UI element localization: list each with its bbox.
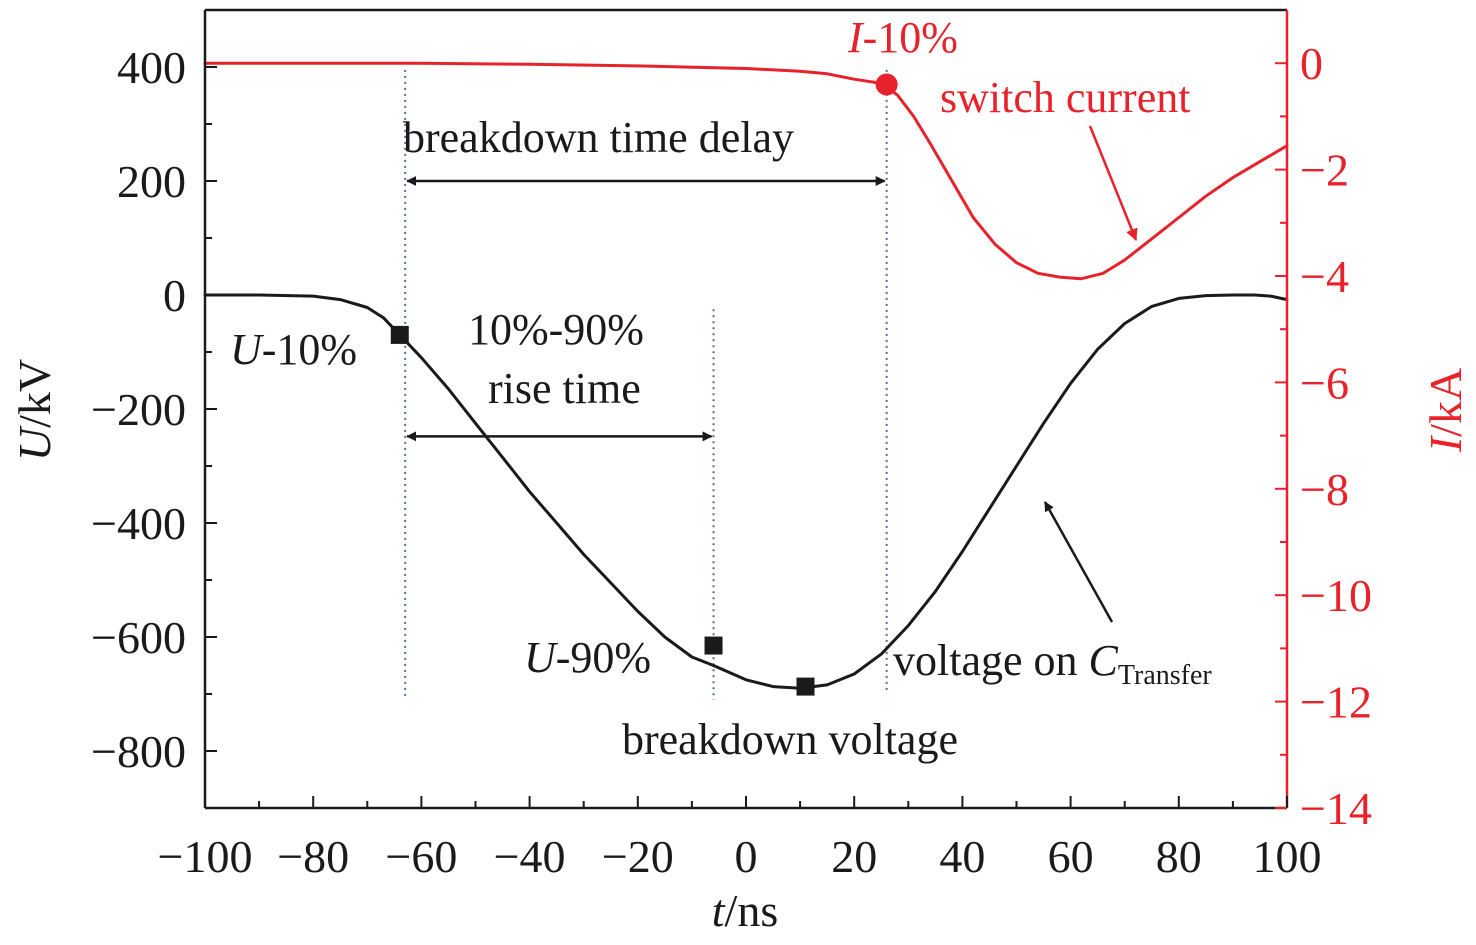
x-axis-label: t/ns bbox=[712, 885, 778, 936]
x-tick-labels: −100 −80 −60 −40 −20 0 20 40 60 80 100 bbox=[158, 831, 1322, 882]
voltage-series-line bbox=[203, 293, 1289, 690]
y-right-tick-label: 0 bbox=[1300, 38, 1323, 89]
marker-u-90-percent bbox=[704, 636, 723, 655]
x-tick-label: −100 bbox=[158, 831, 253, 882]
x-tick-label: −20 bbox=[602, 831, 674, 882]
y-right-tick-labels: 0 −2 −4 −6 −8 −10 −12 −14 bbox=[1300, 38, 1372, 834]
x-tick-label: 40 bbox=[939, 831, 985, 882]
current-series-line bbox=[203, 61, 1289, 281]
x-tick-label: 100 bbox=[1253, 831, 1322, 882]
y-right-tick-label: −4 bbox=[1300, 251, 1349, 302]
annotation-i-10-percent: I-10% bbox=[847, 13, 958, 62]
marker-breakdown-voltage bbox=[796, 677, 815, 696]
y-left-tick-label: 400 bbox=[117, 42, 186, 93]
annotation-u-90-percent: U-90% bbox=[524, 633, 651, 682]
annotation-u-10-percent: U-10% bbox=[230, 325, 357, 374]
annotation-breakdown-voltage: breakdown voltage bbox=[622, 715, 958, 764]
x-tick-label: 60 bbox=[1048, 831, 1094, 882]
y-right-tick-label: −6 bbox=[1300, 357, 1349, 408]
guide-lines bbox=[404, 69, 888, 700]
y-right-tick-label: −14 bbox=[1300, 783, 1372, 834]
y-left-tick-label: −200 bbox=[91, 384, 186, 435]
annotation-rise-time-line2: rise time bbox=[488, 364, 641, 413]
x-tick-label: −80 bbox=[277, 831, 349, 882]
x-tick-label: −60 bbox=[385, 831, 457, 882]
annotation-breakdown-time-delay: breakdown time delay bbox=[403, 113, 794, 162]
plot-area bbox=[203, 61, 1289, 696]
x-tick-label: 0 bbox=[735, 831, 758, 882]
y-right-tick-label: −2 bbox=[1300, 145, 1349, 196]
x-tick-label: 20 bbox=[831, 831, 877, 882]
marker-u-10-percent bbox=[390, 325, 409, 344]
annotation-rise-time-line1: 10%-90% bbox=[468, 305, 644, 354]
y-right-tick-label: −12 bbox=[1300, 677, 1372, 728]
axes-frame bbox=[203, 8, 1289, 810]
annotation-voltage-on-ctransfer: voltage on CTransfer bbox=[893, 636, 1212, 691]
y-left-tick-label: 200 bbox=[117, 156, 186, 207]
y-right-tick-label: −8 bbox=[1300, 464, 1349, 515]
y-left-axis-label: U/kV bbox=[9, 359, 60, 461]
y-right-axis-label: I/kA bbox=[1420, 368, 1471, 453]
voltage-arrow bbox=[1043, 501, 1114, 623]
y-left-tick-label: −600 bbox=[91, 612, 186, 663]
switch-current-arrow bbox=[1088, 125, 1138, 241]
marker-i-10-percent bbox=[875, 73, 898, 96]
x-tick-label: 80 bbox=[1156, 831, 1202, 882]
annotation-switch-current: switch current bbox=[940, 73, 1190, 122]
y-left-tick-label: 0 bbox=[163, 270, 186, 321]
y-left-tick-labels: 400 200 0 −200 −400 −600 −800 bbox=[91, 42, 186, 777]
y-right-tick-label: −10 bbox=[1300, 570, 1372, 621]
y-left-tick-label: −400 bbox=[91, 498, 186, 549]
y-left-tick-label: −800 bbox=[91, 726, 186, 777]
x-tick-label: −40 bbox=[494, 831, 566, 882]
